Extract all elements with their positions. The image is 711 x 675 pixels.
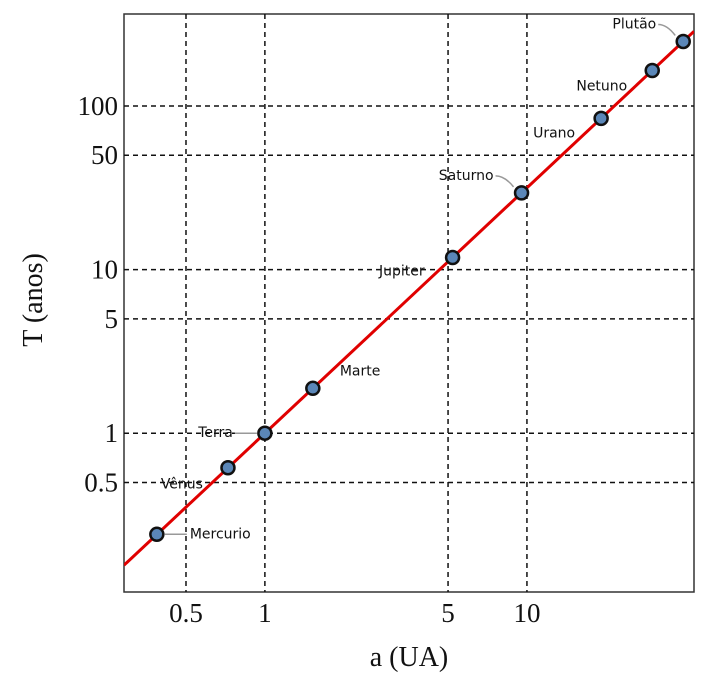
data-point xyxy=(444,249,461,266)
point-label: Netuno xyxy=(576,78,627,94)
data-point xyxy=(644,62,660,79)
point-label: Plutão xyxy=(612,16,656,32)
x-tick-label: 5 xyxy=(441,598,455,628)
point-label: Vênus xyxy=(161,477,203,493)
y-tick-label: 10 xyxy=(91,255,118,285)
y-axis-label: T (anos) xyxy=(18,253,49,347)
point-label: Marte xyxy=(340,363,381,379)
data-point xyxy=(675,33,691,50)
point-label: Terra xyxy=(197,425,233,441)
x-tick-label: 1 xyxy=(258,598,272,628)
y-tick-label: 1 xyxy=(105,418,119,448)
point-label: Mercurio xyxy=(190,526,251,542)
x-tick-label: 10 xyxy=(513,598,540,628)
data-point xyxy=(305,380,321,397)
y-tick-label: 100 xyxy=(78,91,119,121)
data-point xyxy=(149,526,165,543)
leader-line xyxy=(658,23,676,36)
data-point xyxy=(593,110,609,127)
leader-line xyxy=(495,175,515,188)
plot-frame xyxy=(123,13,695,593)
point-label: Jupiter xyxy=(378,263,425,279)
data-point xyxy=(257,425,273,441)
y-tick-label: 50 xyxy=(91,140,118,170)
x-tick-label: 0.5 xyxy=(169,598,203,628)
data-point xyxy=(220,459,236,476)
x-axis-label: a (UA) xyxy=(370,642,449,673)
point-label: Saturno xyxy=(439,168,494,184)
data-point xyxy=(513,185,530,201)
y-tick-label: 5 xyxy=(105,304,119,334)
point-label: Urano xyxy=(533,125,575,141)
y-tick-label: 0.5 xyxy=(84,467,118,497)
